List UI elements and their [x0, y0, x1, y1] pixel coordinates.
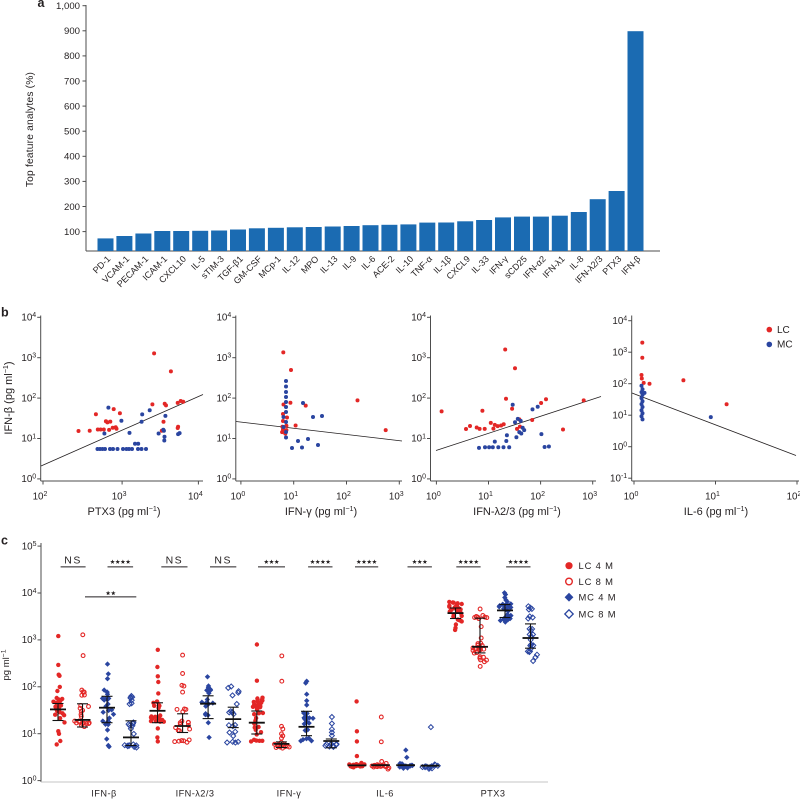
svg-text:102: 102: [787, 491, 800, 502]
svg-text:102: 102: [530, 491, 545, 502]
svg-text:103: 103: [21, 353, 36, 364]
svg-text:IFN-γ (pg ml−1): IFN-γ (pg ml−1): [285, 504, 357, 518]
svg-text:NS: NS: [214, 554, 232, 566]
svg-text:NS: NS: [64, 554, 82, 566]
svg-text:b: b: [1, 305, 9, 319]
svg-text:100: 100: [230, 491, 245, 502]
svg-text:10-1: 10-1: [610, 473, 627, 484]
svg-text:102: 102: [411, 393, 426, 404]
svg-text:105: 105: [22, 541, 37, 552]
svg-text:100: 100: [624, 491, 639, 502]
svg-text:IL-6: IL-6: [376, 789, 394, 799]
svg-text:103: 103: [112, 491, 127, 502]
svg-text:800: 800: [64, 51, 80, 62]
svg-text:104: 104: [188, 491, 203, 502]
svg-text:600: 600: [64, 101, 80, 112]
svg-text:Top feature analytes (%): Top feature analytes (%): [25, 72, 36, 187]
svg-text:MC 4 M: MC 4 M: [579, 592, 617, 603]
svg-text:102: 102: [22, 682, 37, 693]
svg-text:101: 101: [216, 433, 231, 444]
svg-text:104: 104: [22, 588, 37, 599]
svg-text:101: 101: [478, 491, 493, 502]
svg-text:1,000: 1,000: [56, 1, 80, 12]
svg-text:IFN-γ: IFN-γ: [277, 789, 302, 799]
svg-text:100: 100: [612, 442, 627, 453]
svg-text:101: 101: [612, 410, 627, 421]
svg-text:LC 8 M: LC 8 M: [579, 576, 614, 587]
svg-text:IFN-λ2/3 (pg ml−1): IFN-λ2/3 (pg ml−1): [473, 504, 561, 518]
svg-text:100: 100: [426, 491, 441, 502]
svg-text:MC: MC: [777, 340, 793, 351]
svg-text:103: 103: [389, 491, 404, 502]
svg-text:104: 104: [411, 312, 426, 323]
svg-text:PTX3 (pg ml−1): PTX3 (pg ml−1): [87, 504, 160, 518]
svg-text:IFN-β: IFN-β: [91, 789, 116, 799]
svg-text:200: 200: [64, 202, 80, 213]
svg-text:c: c: [1, 534, 8, 548]
svg-text:101: 101: [411, 433, 426, 444]
svg-text:102: 102: [21, 393, 36, 404]
svg-text:900: 900: [64, 26, 80, 37]
svg-text:a: a: [38, 0, 46, 10]
svg-text:104: 104: [21, 312, 36, 323]
svg-text:104: 104: [216, 312, 231, 323]
svg-text:101: 101: [21, 433, 36, 444]
svg-text:100: 100: [411, 474, 426, 485]
svg-text:103: 103: [582, 491, 597, 502]
svg-text:103: 103: [22, 635, 37, 646]
svg-text:LC: LC: [777, 325, 790, 336]
svg-text:104: 104: [612, 316, 627, 327]
svg-text:NS: NS: [166, 554, 184, 566]
svg-text:100: 100: [64, 227, 80, 238]
svg-text:101: 101: [705, 491, 720, 502]
svg-text:300: 300: [64, 177, 80, 188]
svg-text:IFN-λ2/3: IFN-λ2/3: [176, 789, 215, 799]
svg-text:PTX3: PTX3: [481, 789, 506, 799]
svg-text:103: 103: [411, 353, 426, 364]
svg-text:102: 102: [336, 491, 351, 502]
svg-text:pg ml−1: pg ml−1: [1, 649, 12, 680]
svg-text:103: 103: [216, 353, 231, 364]
svg-text:101: 101: [283, 491, 298, 502]
svg-text:101: 101: [22, 729, 37, 740]
svg-text:100: 100: [21, 474, 36, 485]
svg-text:400: 400: [64, 152, 80, 163]
svg-text:100: 100: [22, 775, 37, 786]
svg-text:102: 102: [612, 379, 627, 390]
svg-text:102: 102: [33, 491, 48, 502]
svg-text:500: 500: [64, 127, 80, 138]
svg-text:IL-6 (pg ml−1): IL-6 (pg ml−1): [684, 504, 748, 518]
svg-text:102: 102: [216, 393, 231, 404]
svg-text:IFN-β (pg ml−1): IFN-β (pg ml−1): [1, 361, 15, 434]
svg-text:700: 700: [64, 76, 80, 87]
svg-text:103: 103: [612, 347, 627, 358]
svg-text:MC 8 M: MC 8 M: [579, 608, 617, 619]
svg-text:100: 100: [216, 474, 231, 485]
svg-text:LC 4 M: LC 4 M: [579, 560, 614, 571]
